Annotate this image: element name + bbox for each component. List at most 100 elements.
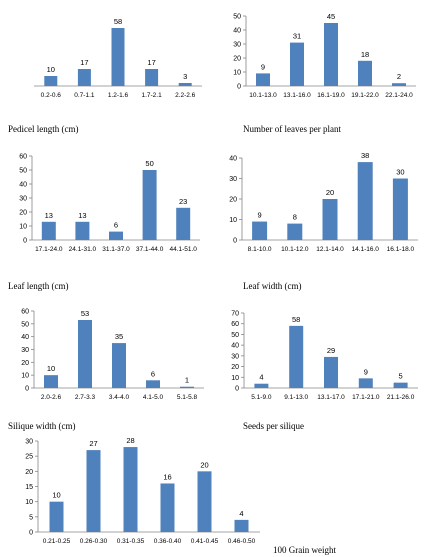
x-tick-label: 0.46-0.50 [228, 538, 256, 545]
data-label: 9 [258, 211, 262, 220]
y-tick-label: 30 [21, 347, 29, 354]
y-tick-label: 0 [233, 238, 237, 245]
x-tick-label: 17.1-21.0 [352, 394, 380, 401]
y-tick-label: 10 [25, 499, 33, 506]
data-label: 35 [115, 332, 123, 341]
y-tick-label: 60 [21, 309, 29, 316]
x-tick-label: 8.1-10.0 [248, 246, 272, 253]
data-label: 50 [145, 159, 153, 168]
x-tick-label: 17.1-24.0 [35, 246, 63, 253]
bar [178, 83, 192, 86]
x-tick-label: 2.2-2.6 [175, 92, 196, 99]
x-tick-label: 13.1-16.0 [283, 92, 311, 99]
data-label: 27 [89, 439, 97, 448]
bar [324, 356, 338, 388]
data-label: 2 [397, 72, 401, 81]
y-tick-label: 20 [229, 197, 237, 204]
y-tick-label: 5 [29, 514, 33, 521]
x-tick-label: 37.1-44.0 [136, 246, 164, 253]
y-tick-label: 30 [25, 439, 33, 446]
bar [77, 69, 91, 86]
bar [78, 319, 92, 388]
data-label: 31 [293, 32, 301, 41]
data-label: 17 [80, 58, 88, 67]
data-label: 6 [114, 221, 118, 230]
bar [44, 375, 58, 388]
caption-grain-weight: 100 Grain weight [273, 545, 336, 555]
x-tick-label: 0.31-0.35 [117, 538, 145, 545]
x-tick-label: 13.1-17.0 [317, 394, 345, 401]
x-tick-label: 16.1-18.0 [387, 246, 415, 253]
bar [254, 383, 269, 388]
x-tick-label: 0.2-0.6 [41, 92, 62, 99]
y-tick-label: 15 [25, 484, 33, 491]
bar [392, 83, 406, 86]
x-tick-label: 5.1-9.0 [251, 394, 272, 401]
data-label: 18 [361, 50, 369, 59]
bar [358, 60, 372, 86]
bar [234, 519, 249, 532]
caption-seeds-per-silique: Seeds per silique [243, 421, 304, 431]
bar [41, 221, 56, 240]
bar [197, 471, 212, 532]
data-label: 58 [292, 315, 300, 324]
y-tick-label: 10 [229, 217, 237, 224]
data-label: 13 [45, 211, 53, 220]
y-tick-label: 60 [19, 154, 27, 161]
y-tick-label: 40 [231, 343, 239, 350]
data-label: 4 [239, 509, 243, 518]
y-tick-label: 0 [29, 530, 33, 537]
y-tick-label: 0 [235, 386, 239, 393]
data-label: 53 [81, 309, 89, 318]
y-tick-label: 60 [231, 321, 239, 328]
y-tick-label: 40 [229, 156, 237, 163]
data-label: 1 [185, 376, 189, 385]
x-tick-label: 5.1-5.8 [177, 394, 198, 401]
y-tick-label: 50 [231, 332, 239, 339]
y-tick-label: 20 [233, 56, 241, 63]
x-tick-label: 10.1-12.0 [281, 246, 309, 253]
bar [252, 221, 268, 240]
bar [289, 325, 304, 388]
data-label: 38 [361, 151, 369, 160]
bar [393, 382, 408, 388]
x-tick-label: 2.0-2.6 [41, 394, 62, 401]
data-label: 4 [259, 373, 263, 382]
caption-leaf-length: Leaf length (cm) [8, 281, 69, 291]
data-label: 28 [126, 436, 134, 445]
bar [160, 483, 175, 532]
y-tick-label: 10 [21, 373, 29, 380]
y-tick-label: 20 [25, 469, 33, 476]
x-tick-label: 0.36-0.40 [154, 538, 182, 545]
y-tick-label: 0 [23, 238, 27, 245]
caption-pedicel-length: Pedicel length (cm) [8, 124, 79, 134]
data-label: 58 [114, 17, 122, 26]
data-label: 9 [261, 62, 265, 71]
bar [180, 386, 194, 388]
data-label: 13 [78, 211, 86, 220]
data-label: 20 [200, 460, 208, 469]
bar [44, 76, 58, 86]
y-tick-label: 20 [21, 360, 29, 367]
bar [176, 207, 191, 240]
data-label: 6 [151, 369, 155, 378]
y-tick-label: 20 [19, 210, 27, 217]
bar [123, 447, 138, 532]
y-tick-label: 70 [231, 311, 239, 318]
bar [324, 23, 338, 86]
y-tick-label: 40 [21, 334, 29, 341]
x-tick-label: 0.41-0.45 [191, 538, 219, 545]
data-label: 45 [327, 12, 335, 21]
data-label: 16 [163, 472, 171, 481]
y-tick-label: 30 [229, 176, 237, 183]
y-tick-label: 50 [21, 321, 29, 328]
data-label: 10 [47, 364, 55, 373]
y-tick-label: 0 [237, 84, 241, 91]
bar [145, 69, 159, 86]
bar [146, 380, 160, 388]
x-tick-label: 9.1-13.0 [284, 394, 308, 401]
x-tick-label: 0.21-0.25 [43, 538, 71, 545]
data-label: 8 [293, 213, 297, 222]
bar [111, 28, 125, 86]
caption-leaves-per-plant: Number of leaves per plant [243, 124, 341, 134]
